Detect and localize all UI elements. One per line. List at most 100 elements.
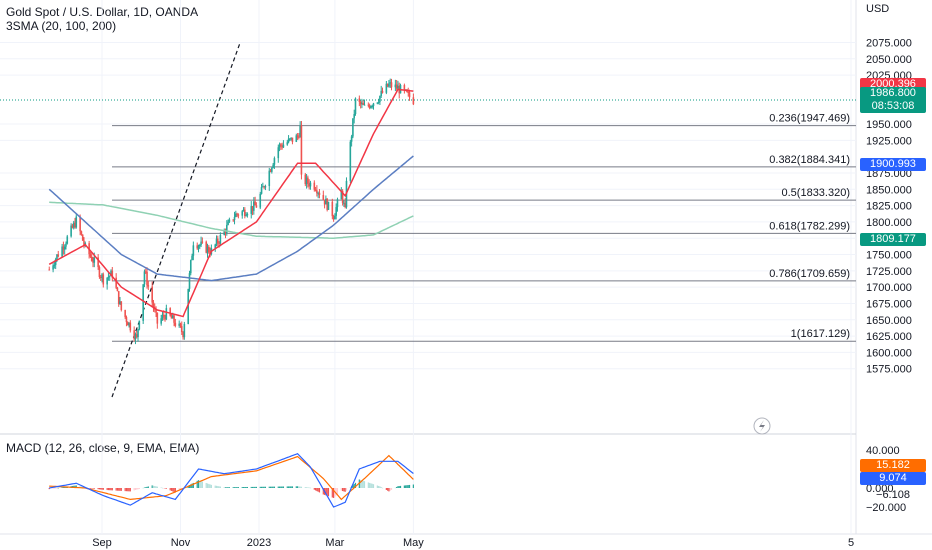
candle-body — [335, 207, 337, 216]
candle-body — [52, 265, 54, 270]
histogram-bar — [307, 487, 309, 488]
candle-body — [250, 206, 253, 214]
candle-body — [286, 142, 289, 145]
candle-body — [205, 241, 208, 253]
histogram-bar — [155, 486, 157, 488]
candle-body — [196, 245, 199, 249]
candle-body — [151, 286, 153, 303]
lightning-icon — [753, 417, 771, 435]
candle-body — [271, 167, 273, 172]
candle-body — [206, 246, 209, 253]
histogram-bar — [53, 488, 55, 489]
histogram-bar — [242, 487, 245, 488]
price-tick-6: 1850.000 — [866, 184, 912, 196]
histogram-bar — [255, 486, 258, 488]
candle-body — [120, 301, 123, 311]
histogram-bar — [223, 487, 225, 488]
candle-body — [164, 316, 166, 320]
candle-body — [83, 240, 85, 245]
candle-body — [152, 302, 155, 309]
histogram-bar — [91, 488, 93, 489]
candle-body — [245, 215, 247, 217]
time-tick-2: 2023 — [247, 537, 271, 549]
signal-badge: 9.074 — [860, 472, 926, 485]
candle-body — [74, 222, 76, 228]
histogram-bar — [259, 486, 261, 488]
histogram-bar — [380, 487, 382, 488]
candle-body — [223, 230, 226, 235]
candle-body — [56, 254, 58, 260]
candle-body — [403, 85, 406, 91]
macd-line — [49, 452, 414, 508]
histogram-bar — [398, 486, 400, 488]
candle-body — [309, 182, 312, 187]
candle-body — [217, 238, 219, 244]
histogram-bar — [304, 487, 306, 488]
histogram-bar — [241, 487, 243, 488]
signal-line — [49, 454, 414, 501]
histogram-bar — [100, 488, 102, 490]
histogram-bar — [262, 486, 264, 488]
price-tick-13: 1675.000 — [866, 298, 912, 310]
histogram-bar — [405, 485, 407, 488]
candle-body — [147, 285, 150, 287]
histogram-bar — [169, 488, 171, 491]
histogram-bar — [178, 488, 180, 491]
histogram-bar — [62, 487, 64, 488]
histogram-bar — [188, 484, 191, 488]
candle-body — [323, 199, 326, 205]
candle-body — [381, 90, 384, 93]
histogram-bar — [143, 487, 146, 489]
candle-body — [198, 245, 201, 247]
price-tick-10: 1750.000 — [866, 250, 912, 262]
histogram-bar — [92, 488, 94, 489]
histogram-bar — [287, 486, 290, 488]
price-tick-14: 1650.000 — [866, 315, 912, 327]
histogram-bar — [269, 486, 272, 488]
histogram-bar — [381, 487, 384, 489]
histogram-bar — [52, 488, 54, 489]
candle-body — [388, 83, 390, 87]
histogram-bar — [342, 488, 344, 492]
candle-body — [269, 170, 272, 172]
candle-body — [61, 246, 63, 257]
histogram-bar — [263, 486, 265, 488]
candle-body — [142, 284, 144, 321]
candle-body — [408, 92, 411, 98]
histogram-bar — [164, 488, 166, 489]
histogram-bar — [277, 486, 279, 488]
histogram-bar — [397, 486, 399, 488]
candle-body — [214, 244, 217, 249]
macd-tick-0: 40.000 — [866, 445, 900, 457]
histogram-bar — [273, 486, 276, 488]
candle-body — [334, 215, 336, 220]
candle-body — [242, 209, 245, 212]
histogram-bar — [272, 486, 274, 488]
histogram-bar — [56, 488, 58, 489]
candle-body — [236, 213, 238, 215]
candle-body — [200, 241, 202, 246]
histogram-bar — [369, 482, 371, 488]
histogram-bar — [128, 488, 130, 492]
candle-body — [361, 103, 363, 105]
candle-body — [390, 82, 393, 88]
histogram-bar — [191, 483, 193, 488]
candle-body — [97, 257, 99, 268]
candle-body — [79, 216, 81, 232]
histogram-bar — [394, 487, 396, 489]
candle-body — [124, 310, 126, 318]
histogram-bar — [289, 486, 291, 488]
candle-body — [349, 141, 352, 181]
candle-body — [155, 309, 157, 313]
candle-body — [395, 84, 398, 89]
histogram-bar — [344, 488, 346, 492]
candle-body — [277, 147, 280, 159]
histogram-bar — [172, 488, 174, 492]
candle-body — [71, 225, 74, 228]
candle-body — [278, 144, 281, 148]
histogram-bar — [291, 486, 294, 488]
price-tick-17: 1575.000 — [866, 364, 912, 376]
candle-body — [295, 135, 298, 142]
histogram-bar — [179, 488, 182, 490]
